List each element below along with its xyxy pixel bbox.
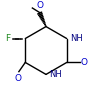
Text: O: O [36,1,43,10]
Text: O: O [81,58,88,67]
Text: NH: NH [70,34,83,43]
Text: NH: NH [49,70,62,79]
Text: O: O [15,74,22,83]
Text: F: F [5,34,11,43]
